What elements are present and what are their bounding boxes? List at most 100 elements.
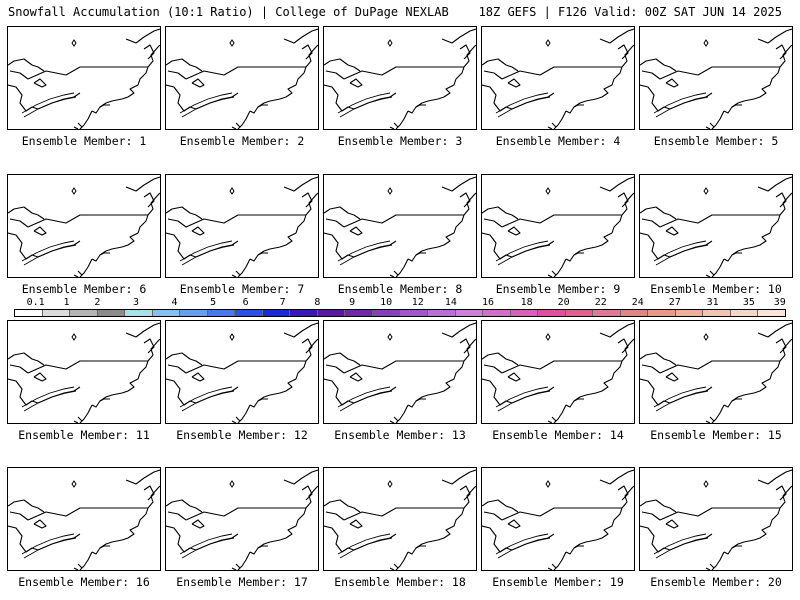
map-outline bbox=[8, 176, 160, 277]
colorbar-swatch bbox=[427, 310, 456, 316]
colorbar-tick-label: 3 bbox=[132, 297, 139, 308]
colorbar-tick-label: 2 bbox=[94, 297, 101, 308]
colorbar-swatch bbox=[372, 310, 401, 316]
colorbar-tick-label: 1 bbox=[63, 297, 70, 308]
ensemble-member-label: Ensemble Member: 6 bbox=[21, 282, 147, 296]
colorbar-swatch bbox=[675, 310, 704, 316]
map-outline bbox=[324, 176, 476, 277]
colorbar-swatch bbox=[758, 310, 785, 316]
ensemble-member-label: Ensemble Member: 11 bbox=[18, 428, 150, 442]
colorbar-swatch bbox=[125, 310, 153, 316]
colorbar-swatch bbox=[455, 310, 484, 316]
colorbar-swatch bbox=[70, 310, 98, 316]
ensemble-map-panel bbox=[481, 320, 635, 424]
map-outline bbox=[482, 176, 634, 277]
ensemble-member-label: Ensemble Member: 17 bbox=[176, 575, 308, 589]
colorbar-swatch bbox=[42, 310, 71, 316]
ensemble-member-label: Ensemble Member: 7 bbox=[179, 282, 305, 296]
colorbar-tick-label: 35 bbox=[742, 297, 755, 308]
colorbar-swatch bbox=[538, 310, 566, 316]
map-outline bbox=[8, 469, 160, 570]
map-outline bbox=[640, 322, 792, 423]
colorbar-tick-label: 10 bbox=[380, 297, 393, 308]
colorbar-tick-label: 0.1 bbox=[26, 297, 45, 308]
colorbar-tick-label: 8 bbox=[314, 297, 321, 308]
map-outline bbox=[482, 28, 634, 129]
ensemble-member-label: Ensemble Member: 16 bbox=[18, 575, 150, 589]
ensemble-map-panel bbox=[323, 26, 477, 130]
colorbar-swatch bbox=[565, 310, 594, 316]
map-title: Snowfall Accumulation (10:1 Ratio) | Col… bbox=[8, 5, 449, 19]
colorbar-tick-label: 14 bbox=[444, 297, 457, 308]
ensemble-member-label: Ensemble Member: 9 bbox=[495, 282, 621, 296]
map-outline bbox=[166, 322, 318, 423]
ensemble-map-panel bbox=[165, 26, 319, 130]
colorbar-swatch bbox=[345, 310, 373, 316]
colorbar-swatch bbox=[400, 310, 428, 316]
ensemble-member-label: Ensemble Member: 5 bbox=[653, 134, 779, 148]
colorbar-swatch bbox=[648, 310, 676, 316]
colorbar-tick-label: 22 bbox=[594, 297, 607, 308]
ensemble-member-label: Ensemble Member: 8 bbox=[337, 282, 463, 296]
ensemble-member-label: Ensemble Member: 14 bbox=[492, 428, 624, 442]
colorbar bbox=[14, 309, 786, 317]
map-outline bbox=[166, 176, 318, 277]
ensemble-member-label: Ensemble Member: 18 bbox=[334, 575, 466, 589]
ensemble-map-panel bbox=[323, 467, 477, 571]
ensemble-map-panel bbox=[7, 174, 161, 278]
ensemble-member-label: Ensemble Member: 19 bbox=[492, 575, 624, 589]
colorbar-tick-label: 16 bbox=[481, 297, 495, 308]
ensemble-map-panel bbox=[481, 467, 635, 571]
colorbar-swatch bbox=[235, 310, 263, 316]
colorbar-tick-label: 18 bbox=[520, 297, 533, 308]
colorbar-swatch bbox=[180, 310, 208, 316]
ensemble-map-panel bbox=[7, 26, 161, 130]
run-valid-time: 18Z GEFS | F126 Valid: 00Z SAT JUN 14 20… bbox=[478, 5, 782, 19]
ensemble-map-panel bbox=[7, 320, 161, 424]
colorbar-tick-label: 24 bbox=[631, 297, 644, 308]
colorbar-swatch bbox=[593, 310, 621, 316]
colorbar-tick-label: 4 bbox=[171, 297, 178, 308]
colorbar-tick-label: 6 bbox=[242, 297, 249, 308]
map-outline bbox=[324, 322, 476, 423]
ensemble-map-panel bbox=[165, 467, 319, 571]
map-outline bbox=[640, 176, 792, 277]
ensemble-member-label: Ensemble Member: 12 bbox=[176, 428, 308, 442]
colorbar-tick-label: 5 bbox=[210, 297, 217, 308]
map-outline bbox=[640, 469, 792, 570]
colorbar-swatch bbox=[703, 310, 731, 316]
ensemble-member-label: Ensemble Member: 20 bbox=[650, 575, 782, 589]
colorbar-swatch bbox=[15, 310, 43, 316]
colorbar-swatch bbox=[510, 310, 539, 316]
colorbar-tick-label: 27 bbox=[668, 297, 681, 308]
ensemble-map-panel bbox=[165, 320, 319, 424]
colorbar-labels: 0.1 1 2 3 4 5 6 7 8 9 10 12 14 16 18 20 22 24 27 31 35 39 bbox=[14, 297, 786, 309]
ensemble-map-panel bbox=[639, 174, 793, 278]
ensemble-map-panel bbox=[7, 467, 161, 571]
colorbar-tick-label: 31 bbox=[706, 297, 719, 308]
map-outline bbox=[166, 469, 318, 570]
colorbar-swatch bbox=[317, 310, 346, 316]
colorbar-tick-label: 12 bbox=[411, 297, 424, 308]
ensemble-member-label: Ensemble Member: 15 bbox=[650, 428, 782, 442]
colorbar-swatch bbox=[620, 310, 649, 316]
colorbar-swatch bbox=[262, 310, 291, 316]
map-outline bbox=[8, 28, 160, 129]
colorbar-swatch bbox=[207, 310, 236, 316]
ensemble-member-label: Ensemble Member: 13 bbox=[334, 428, 466, 442]
ensemble-map-panel bbox=[639, 320, 793, 424]
colorbar-swatch bbox=[290, 310, 318, 316]
ensemble-map-panel bbox=[323, 174, 477, 278]
map-outline bbox=[324, 28, 476, 129]
ensemble-map-panel bbox=[639, 26, 793, 130]
colorbar-tick-label: 20 bbox=[557, 297, 570, 308]
colorbar-swatch bbox=[483, 310, 511, 316]
map-outline bbox=[482, 469, 634, 570]
ensemble-map-panel bbox=[481, 174, 635, 278]
ensemble-map-panel bbox=[639, 467, 793, 571]
map-outline bbox=[482, 322, 634, 423]
map-outline bbox=[8, 322, 160, 423]
map-outline bbox=[166, 28, 318, 129]
ensemble-member-label: Ensemble Member: 2 bbox=[179, 134, 305, 148]
colorbar-tick-label: 9 bbox=[349, 297, 356, 308]
